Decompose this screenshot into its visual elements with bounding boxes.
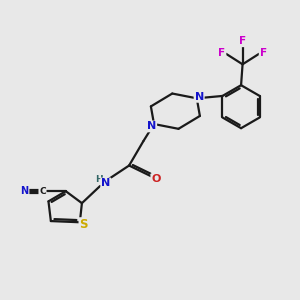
Text: N: N: [147, 122, 156, 131]
Text: H: H: [95, 176, 103, 184]
Text: F: F: [239, 36, 246, 46]
Text: C: C: [39, 187, 46, 196]
Text: F: F: [260, 48, 267, 58]
Text: N: N: [20, 186, 28, 196]
Text: N: N: [194, 92, 204, 102]
Text: F: F: [218, 48, 226, 58]
Text: S: S: [80, 218, 88, 231]
Text: N: N: [101, 178, 110, 188]
Text: O: O: [151, 174, 161, 184]
